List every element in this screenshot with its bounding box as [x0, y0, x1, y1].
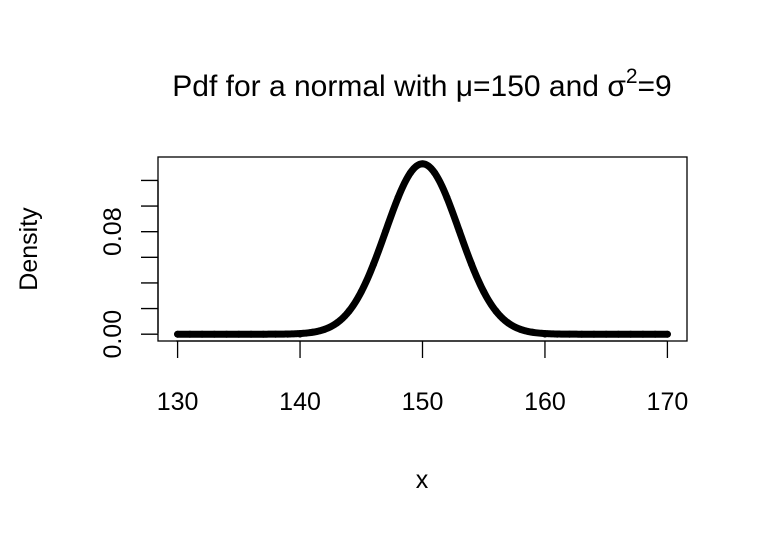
data-point [602, 330, 610, 338]
data-point [406, 169, 414, 177]
data-point [480, 288, 488, 296]
y-axis: 0.00 0.08 [99, 179, 159, 359]
data-point [565, 330, 573, 338]
data-point [578, 330, 586, 338]
data-point [419, 160, 426, 168]
data-point [614, 330, 622, 338]
data-point [394, 194, 402, 202]
data-point [223, 330, 231, 338]
data-point [627, 330, 635, 338]
plot-frame [157, 156, 688, 342]
data-point [272, 330, 280, 338]
chart-title-sigma-symbol: σ [607, 70, 626, 103]
data-point [467, 260, 475, 268]
data-point [492, 307, 500, 315]
data-point [308, 328, 316, 336]
chart-title-sigma-value: =9 [638, 70, 672, 103]
data-point [504, 319, 512, 327]
y-tick-label: 0.08 [99, 207, 127, 256]
density-curve [174, 160, 671, 338]
data-point [590, 330, 598, 338]
data-point [357, 288, 365, 296]
data-point [259, 330, 267, 338]
x-tick-label: 130 [157, 388, 199, 416]
y-tick-label: 0.00 [99, 310, 127, 359]
x-tick-label: 170 [647, 388, 689, 416]
x-axis-label: x [416, 466, 429, 494]
data-point [370, 260, 378, 268]
data-point [663, 330, 671, 338]
data-point [333, 319, 341, 327]
data-point [529, 328, 537, 336]
x-tick-label: 160 [524, 388, 566, 416]
data-point [651, 330, 659, 338]
data-point [235, 330, 243, 338]
x-tick-label: 140 [279, 388, 321, 416]
data-point [198, 330, 206, 338]
data-point [639, 330, 647, 338]
data-point [321, 325, 329, 333]
data-point [455, 227, 463, 235]
x-axis: 130 140 150 160 170 [157, 340, 689, 416]
data-point [541, 330, 549, 338]
chart-title: Pdf for a normal with μ=150 and σ2=9 [172, 65, 671, 103]
data-point [443, 194, 451, 202]
data-point [284, 330, 292, 338]
y-axis-label: Density [15, 207, 43, 291]
data-point [516, 325, 524, 333]
data-point [210, 330, 218, 338]
data-point [553, 330, 561, 338]
data-point [174, 330, 182, 338]
data-point [345, 307, 353, 315]
x-tick-label: 150 [402, 388, 444, 416]
data-point [431, 169, 439, 177]
series-layer [174, 160, 671, 338]
chart-title-mu-symbol: μ [456, 70, 473, 103]
chart-title-sigma-exponent: 2 [626, 65, 638, 88]
chart-title-prefix: Pdf for a normal with [172, 70, 455, 103]
data-point [186, 330, 194, 338]
chart-title-mu-value: =150 and [473, 70, 607, 103]
data-point [382, 227, 390, 235]
data-point [247, 330, 255, 338]
data-point [296, 330, 304, 338]
